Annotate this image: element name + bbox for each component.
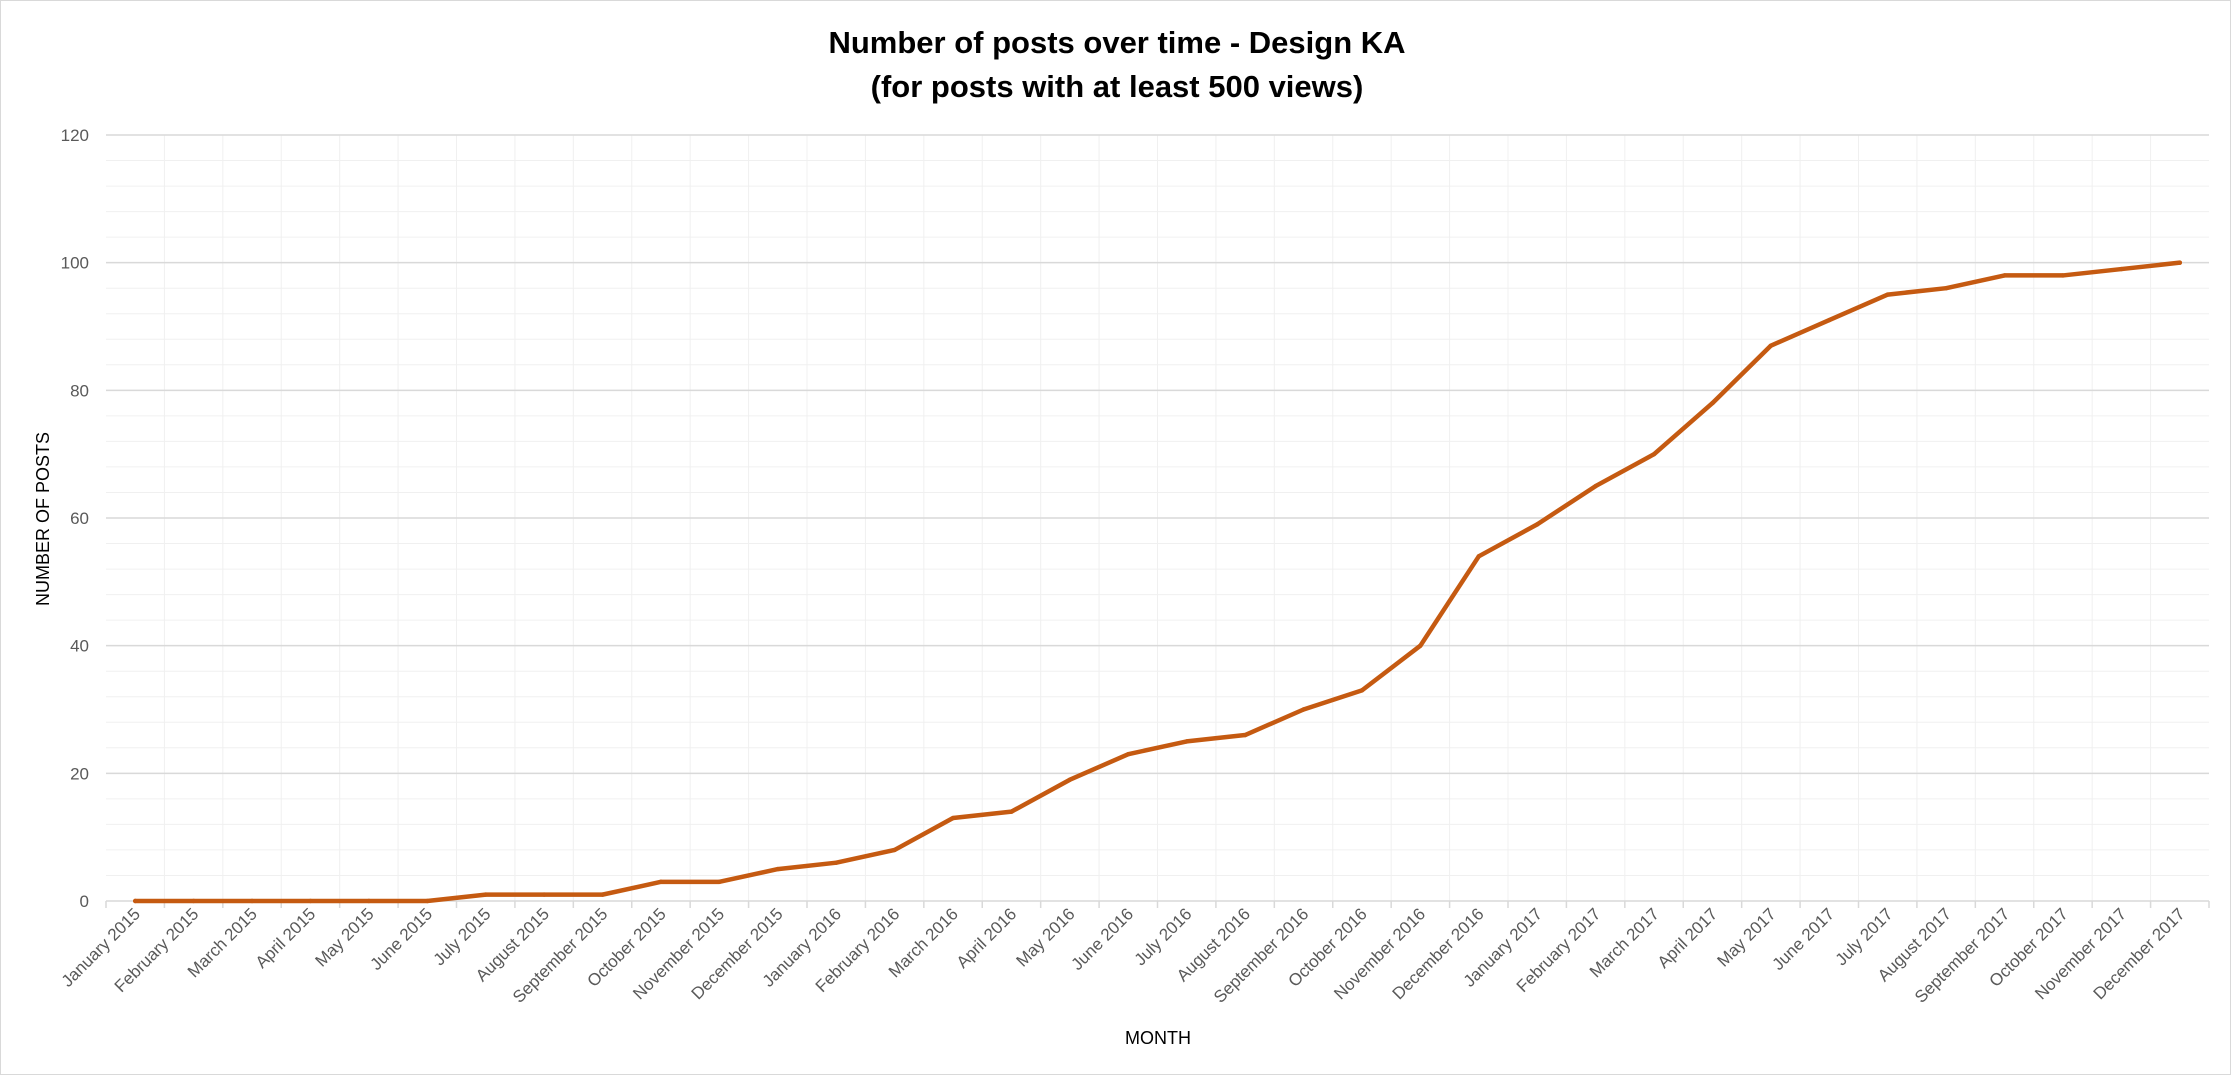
data-point [717, 879, 722, 885]
data-point [541, 892, 547, 897]
x-tick-label: June 2017 [1769, 904, 1839, 974]
series-layer [132, 260, 2183, 904]
y-axis: 0 20 40 60 80 100 120 [61, 126, 89, 911]
x-tick-label: June 2015 [367, 904, 437, 974]
data-point [1126, 751, 1131, 757]
data-point [2060, 273, 2066, 278]
series-line [132, 260, 2183, 904]
data-point [950, 815, 956, 821]
data-point [1067, 777, 1073, 782]
data-point [425, 898, 430, 904]
data-point [1009, 809, 1014, 814]
data-point [1943, 286, 1949, 291]
data-point [1301, 707, 1306, 712]
y-tick-label: 100 [61, 254, 89, 273]
data-point [308, 898, 313, 904]
data-point [1710, 400, 1715, 406]
data-point [1593, 483, 1598, 489]
data-point [1651, 451, 1657, 457]
x-tick-label: April 2016 [953, 904, 1021, 972]
data-point [600, 892, 605, 897]
y-tick-label: 80 [70, 381, 89, 400]
data-point [775, 866, 780, 872]
y-tick-label: 60 [70, 509, 89, 528]
data-point [1885, 292, 1890, 297]
data-point [2002, 273, 2007, 278]
y-tick-label: 120 [61, 126, 89, 145]
y-tick-label: 20 [70, 764, 89, 783]
data-point [1242, 732, 1248, 738]
data-point [2177, 260, 2182, 265]
data-point [834, 860, 839, 865]
data-point [1827, 317, 1832, 323]
x-tick-label: April 2015 [252, 904, 320, 972]
chart-subtitle: (for posts with at least 500 views) [871, 69, 1364, 104]
x-axis-title: MONTH [1125, 1028, 1191, 1048]
data-point [483, 892, 488, 897]
data-point [892, 847, 897, 853]
data-point [366, 898, 372, 904]
y-tick-label: 0 [80, 892, 89, 911]
gridlines [106, 134, 2209, 901]
data-point [191, 898, 196, 904]
x-tick-label: April 2017 [1654, 904, 1722, 972]
y-axis-title: NUMBER OF POSTS [33, 432, 53, 606]
data-point [1184, 739, 1189, 744]
data-point [249, 898, 255, 904]
data-point [1476, 554, 1481, 559]
data-point [1418, 643, 1423, 648]
data-point [1768, 343, 1774, 348]
y-tick-label: 40 [70, 637, 89, 656]
data-point [1359, 688, 1365, 693]
chart-title: Number of posts over time - Design KA [828, 25, 1405, 60]
x-tick-label: June 2016 [1068, 904, 1138, 974]
data-point [658, 879, 664, 885]
data-point [2119, 266, 2124, 272]
data-point [1535, 522, 1540, 527]
data-point [133, 898, 138, 904]
